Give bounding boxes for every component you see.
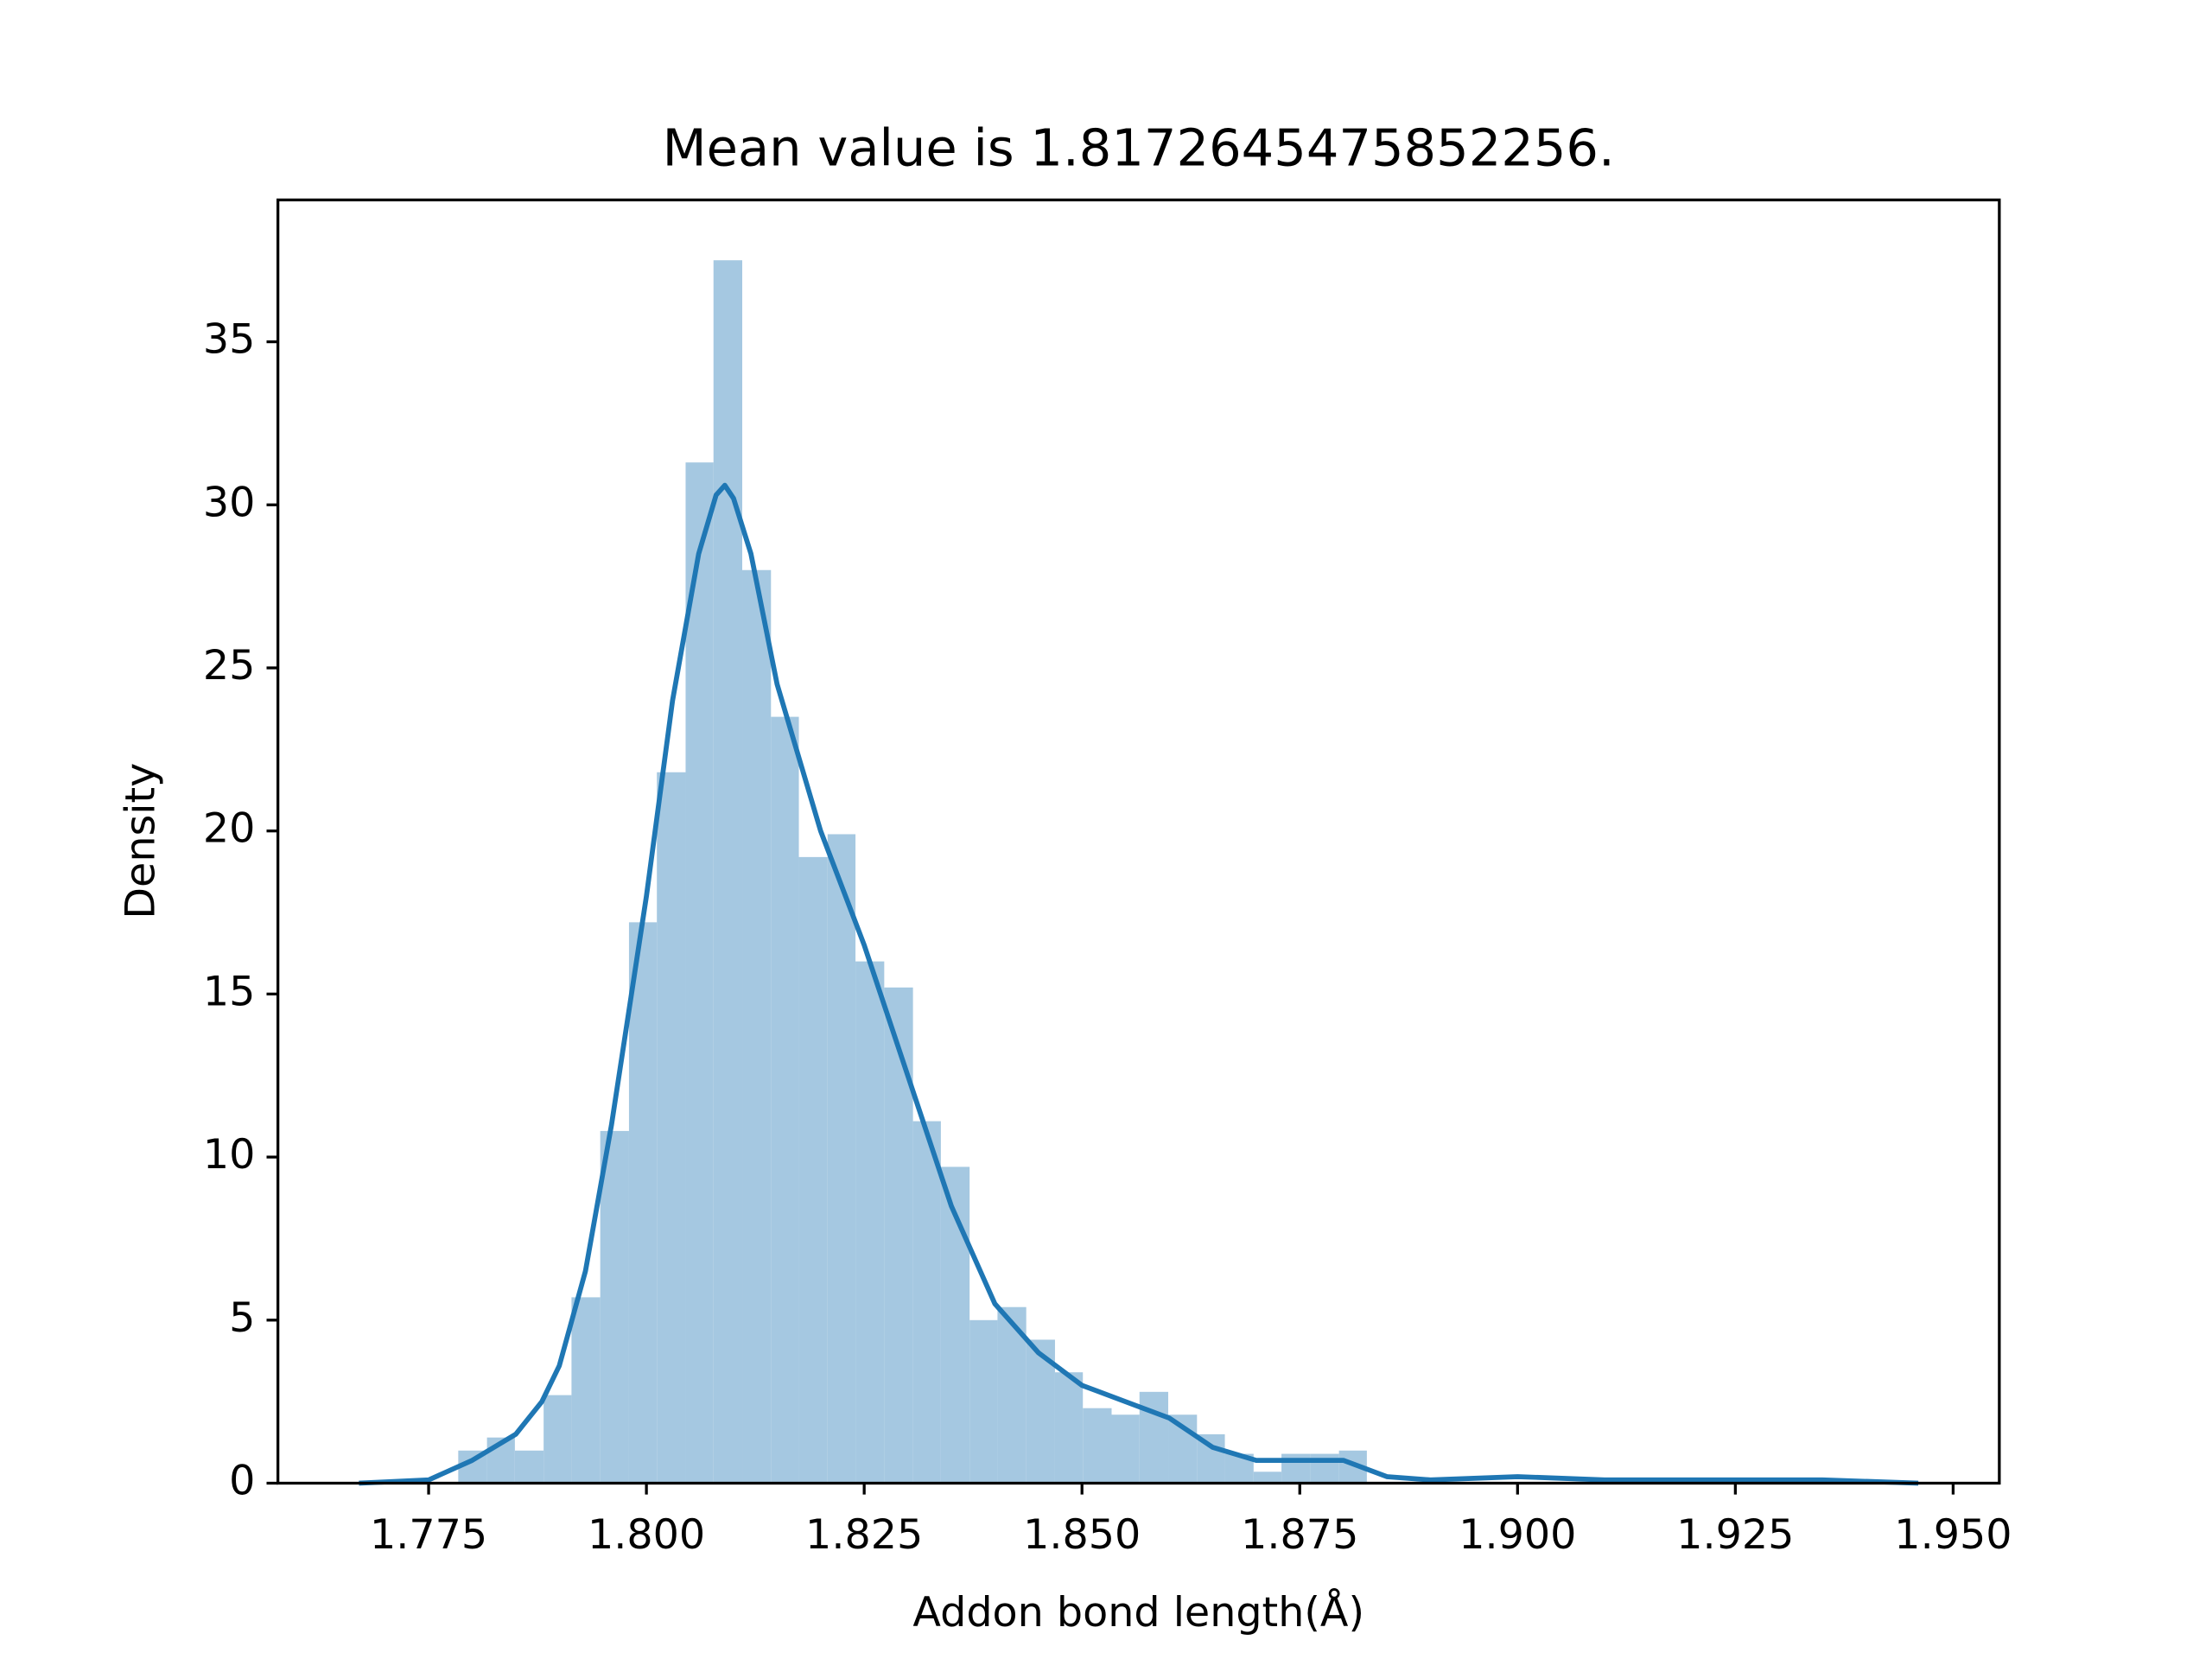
histogram-bar	[969, 1319, 998, 1484]
histogram-bar	[1054, 1372, 1084, 1484]
x-tick-label: 1.900	[1459, 1511, 1576, 1559]
x-tick-label: 1.850	[1023, 1511, 1141, 1559]
y-tick-label: 5	[229, 1294, 255, 1342]
x-tick-label: 1.875	[1241, 1511, 1358, 1559]
histogram-bar	[771, 716, 799, 1484]
y-axis-label: Density	[118, 763, 165, 919]
y-tick-label: 15	[203, 968, 256, 1015]
histogram-bar	[685, 462, 714, 1484]
x-tick-label: 1.950	[1894, 1511, 2012, 1559]
x-tick-label: 1.800	[588, 1511, 705, 1559]
histogram-bar	[1111, 1414, 1140, 1484]
histogram-bar	[912, 1121, 941, 1484]
histogram-bar	[628, 922, 658, 1484]
histogram-bar	[543, 1395, 572, 1484]
x-axis-label: Addon bond length(Å)	[912, 1587, 1364, 1637]
y-tick-label: 10	[203, 1131, 256, 1179]
histogram-bar	[571, 1297, 601, 1484]
y-tick-label: 30	[203, 479, 256, 526]
histogram-bar	[1253, 1471, 1282, 1484]
histogram-bar	[657, 772, 686, 1484]
x-tick-label: 1.775	[370, 1511, 487, 1559]
y-tick-label: 0	[229, 1458, 255, 1505]
histogram-bar	[514, 1450, 544, 1484]
histogram-bar	[713, 260, 743, 1484]
x-tick-label: 1.825	[805, 1511, 923, 1559]
histogram-bar	[855, 961, 885, 1484]
histogram-bar	[827, 834, 856, 1484]
histogram-bar	[884, 987, 913, 1484]
histogram-bar	[742, 569, 772, 1484]
histogram-bar	[798, 856, 828, 1484]
histogram-bar	[1083, 1408, 1112, 1484]
kde-line	[359, 482, 1919, 1486]
histogram-bar	[600, 1130, 629, 1484]
plot-area	[359, 260, 1919, 1486]
histogram-bar	[1139, 1391, 1169, 1484]
y-tick-label: 20	[203, 805, 256, 853]
y-tick-label: 25	[203, 642, 256, 690]
chart-title: Mean value is 1.8172645475852256.	[663, 118, 1615, 178]
axes-frame	[276, 198, 2001, 1485]
y-tick-label: 35	[203, 316, 256, 364]
x-tick-label: 1.925	[1676, 1511, 1794, 1559]
